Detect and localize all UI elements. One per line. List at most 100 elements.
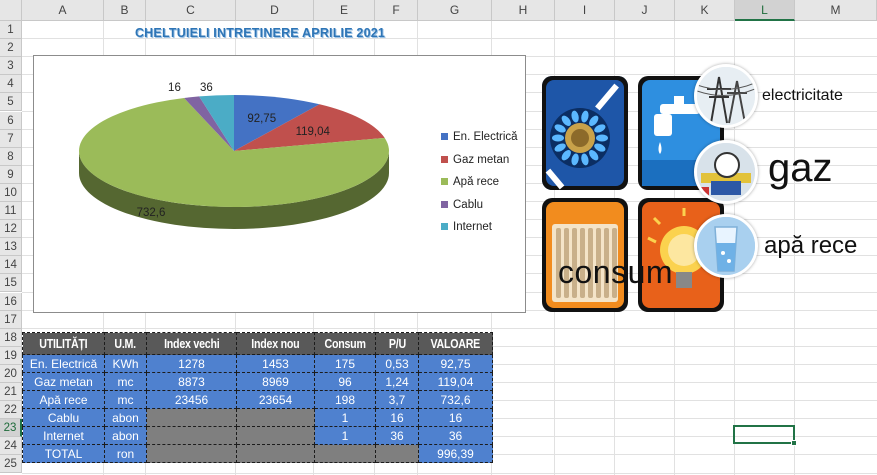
table-cell[interactable]: mc (104, 372, 147, 391)
table-cell[interactable]: 96 (314, 372, 376, 391)
table-cell[interactable]: Internet (22, 426, 105, 445)
table-cell[interactable] (146, 426, 237, 445)
column-header-A[interactable]: A (22, 0, 104, 21)
table-cell[interactable]: En. Electrică (22, 354, 105, 373)
table-cell[interactable]: 996,39 (418, 444, 493, 463)
row-header-8[interactable]: 8 (0, 147, 22, 166)
table-cell[interactable]: 16 (375, 408, 419, 427)
table-cell[interactable]: 1453 (236, 354, 315, 373)
column-header-E[interactable]: E (314, 0, 375, 21)
radiator-fin (588, 228, 593, 298)
row-header-20[interactable]: 20 (0, 364, 22, 383)
table-cell[interactable]: 8969 (236, 372, 315, 391)
table-cell[interactable] (236, 408, 315, 427)
column-header-J[interactable]: J (615, 0, 675, 21)
table-cell[interactable]: Apă rece (22, 390, 105, 409)
table-cell[interactable]: 732,6 (418, 390, 493, 409)
row-header-7[interactable]: 7 (0, 129, 22, 148)
row-header-15[interactable]: 15 (0, 274, 22, 293)
table-cell[interactable]: 23456 (146, 390, 237, 409)
pie-slice-3[interactable] (184, 96, 234, 151)
row-header-19[interactable]: 19 (0, 346, 22, 365)
table-header-cell[interactable]: UTILITĂȚI (22, 332, 105, 355)
column-header-F[interactable]: F (375, 0, 418, 21)
table-cell[interactable]: abon (104, 426, 147, 445)
table-cell[interactable]: 119,04 (418, 372, 493, 391)
table-cell[interactable]: 175 (314, 354, 376, 373)
table-cell[interactable]: Cablu (22, 408, 105, 427)
column-header-B[interactable]: B (104, 0, 146, 21)
table-cell[interactable]: ron (104, 444, 147, 463)
table-cell[interactable]: 1,24 (375, 372, 419, 391)
row-header-23[interactable]: 23 (0, 419, 22, 438)
row-header-24[interactable]: 24 (0, 437, 22, 456)
row-header-21[interactable]: 21 (0, 383, 22, 402)
pie-slice-2[interactable] (79, 97, 390, 207)
table-cell[interactable]: 3,7 (375, 390, 419, 409)
row-header-13[interactable]: 13 (0, 238, 22, 257)
pie-slice-4[interactable] (199, 95, 234, 151)
table-cell[interactable]: 8873 (146, 372, 237, 391)
row-header-3[interactable]: 3 (0, 57, 22, 76)
row-header-12[interactable]: 12 (0, 220, 22, 239)
table-cell[interactable]: Gaz metan (22, 372, 105, 391)
table-cell[interactable]: mc (104, 390, 147, 409)
column-header-I[interactable]: I (555, 0, 615, 21)
pie-chart[interactable]: 92,75 119,04 732,6 16 36 En. Electrică Gaz me… (33, 55, 526, 313)
table-cell[interactable]: TOTAL (22, 444, 105, 463)
column-header-H[interactable]: H (492, 0, 555, 21)
table-header-cell[interactable]: Index vechi (146, 332, 237, 355)
pie-slice-0[interactable] (234, 95, 320, 151)
row-header-14[interactable]: 14 (0, 256, 22, 275)
row-header-9[interactable]: 9 (0, 165, 22, 184)
row-header-25[interactable]: 25 (0, 455, 22, 474)
select-all-corner[interactable] (0, 0, 22, 21)
fill-handle[interactable] (791, 440, 797, 446)
table-cell[interactable]: 1 (314, 426, 376, 445)
table-header-cell[interactable]: VALOARE (418, 332, 493, 355)
table-cell[interactable]: KWh (104, 354, 147, 373)
table-cell[interactable]: 198 (314, 390, 376, 409)
table-cell[interactable] (314, 444, 376, 463)
row-header-17[interactable]: 17 (0, 310, 22, 329)
table-cell[interactable] (236, 444, 315, 463)
table-cell[interactable] (236, 426, 315, 445)
column-header-K[interactable]: K (675, 0, 735, 21)
row-header-10[interactable]: 10 (0, 183, 22, 202)
data-label-2: 732,6 (137, 207, 166, 219)
column-header-L[interactable]: L (735, 0, 795, 21)
row-header-4[interactable]: 4 (0, 75, 22, 94)
table-header-cell[interactable]: P/U (375, 332, 419, 355)
table-cell[interactable]: 16 (418, 408, 493, 427)
row-header-5[interactable]: 5 (0, 93, 22, 112)
table-cell[interactable]: 0,53 (375, 354, 419, 373)
row-header-16[interactable]: 16 (0, 292, 22, 311)
row-header-2[interactable]: 2 (0, 39, 22, 58)
column-header-M[interactable]: M (795, 0, 877, 21)
table-cell[interactable] (146, 408, 237, 427)
row-header-22[interactable]: 22 (0, 401, 22, 420)
table-cell[interactable]: 36 (375, 426, 419, 445)
table-cell[interactable]: 1 (314, 408, 376, 427)
table-header-cell[interactable]: Index nou (236, 332, 315, 355)
table-cell[interactable] (146, 444, 237, 463)
utilities-infographic[interactable]: electricitate gaz apă rece consum (542, 64, 877, 312)
active-cell[interactable] (733, 425, 797, 446)
table-cell[interactable]: 36 (418, 426, 493, 445)
row-header-1[interactable]: 1 (0, 21, 22, 40)
row-header-11[interactable]: 11 (0, 202, 22, 221)
column-header-D[interactable]: D (236, 0, 314, 21)
table-cell[interactable] (375, 444, 419, 463)
table-header-cell[interactable]: U.M. (104, 332, 147, 355)
table-header-cell[interactable]: Consum (314, 332, 376, 355)
pie-slice-1[interactable] (234, 104, 385, 151)
table-cell[interactable]: 1278 (146, 354, 237, 373)
gas-burner-icon (542, 76, 628, 190)
table-cell[interactable]: 92,75 (418, 354, 493, 373)
row-header-18[interactable]: 18 (0, 328, 22, 347)
column-header-G[interactable]: G (418, 0, 492, 21)
table-cell[interactable]: abon (104, 408, 147, 427)
table-cell[interactable]: 23654 (236, 390, 315, 409)
row-header-6[interactable]: 6 (0, 111, 22, 130)
column-header-C[interactable]: C (146, 0, 236, 21)
